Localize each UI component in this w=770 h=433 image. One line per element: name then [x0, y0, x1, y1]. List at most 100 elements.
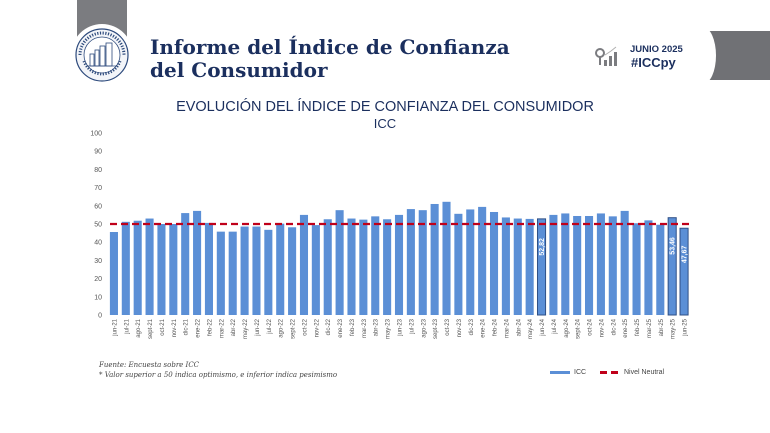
bar-dic-23 — [466, 209, 475, 315]
bar-nov-22 — [311, 225, 320, 315]
x-tick-label: sept-23 — [433, 318, 439, 339]
page-title-line1: Informe del Índice de Confianza — [150, 35, 510, 59]
x-tick-label: ago-24 — [564, 318, 570, 337]
legend-item-neutral: Nivel Neutral — [600, 369, 664, 376]
x-tick-label: abr-25 — [659, 318, 665, 336]
data-label: 52,82 — [539, 238, 546, 256]
bar-ene-25 — [620, 210, 629, 315]
x-tick-label: abr-23 — [374, 318, 380, 336]
bar-sept-22 — [288, 227, 297, 315]
x-tick-label: nov-21 — [172, 318, 178, 337]
bar-jul-22 — [264, 229, 273, 315]
x-tick-label: sept-22 — [291, 318, 297, 339]
x-tick-label: nov-23 — [457, 318, 463, 337]
report-date: JUNIO 2025 — [630, 44, 683, 55]
header-decoration-cutout — [690, 27, 716, 84]
x-tick-label: nov-24 — [599, 318, 605, 337]
x-tick-label: jul-22 — [267, 318, 273, 334]
x-tick-label: jun-25 — [683, 318, 689, 336]
x-tick-label: sept-24 — [576, 318, 582, 339]
bar-may-23 — [383, 219, 392, 315]
x-tick-label: dic-23 — [469, 318, 475, 335]
bank-seal-icon — [75, 28, 129, 82]
legend-swatch-icc — [550, 371, 570, 374]
legend-label-icc: ICC — [574, 369, 587, 376]
bar-may-25 — [667, 217, 677, 316]
y-tick-label: 100 — [90, 131, 102, 138]
x-tick-label: dic-22 — [326, 318, 332, 335]
bar-mar-22 — [216, 231, 225, 315]
y-tick-label: 40 — [94, 240, 102, 247]
bar-jul-23 — [406, 209, 415, 315]
x-tick-label: ene-24 — [481, 318, 487, 337]
x-tick-label: mar-25 — [647, 318, 653, 338]
footer-note: * Valor superior a 50 indica optimismo, … — [99, 371, 338, 379]
page-title-line2: del Consumidor — [150, 58, 328, 82]
x-tick-label: dic-21 — [184, 318, 190, 335]
x-tick-label: may-25 — [671, 318, 677, 339]
x-tick-label: ago-23 — [421, 318, 427, 337]
footer-notes: Fuente: Encuesta sobre ICC * Valor super… — [99, 360, 337, 380]
bar-may-24 — [525, 218, 534, 315]
bar-ago-24 — [561, 213, 570, 315]
x-tick-label: mar-24 — [504, 318, 510, 338]
x-tick-label: abr-22 — [231, 318, 237, 336]
bar-jun-24 — [536, 218, 547, 316]
y-tick-label: 30 — [94, 258, 102, 265]
x-tick-label: may-24 — [528, 318, 534, 339]
x-tick-label: may-23 — [386, 318, 392, 339]
y-tick-label: 10 — [94, 294, 102, 301]
x-tick-label: mar-22 — [219, 318, 225, 338]
bar-jun-22 — [252, 226, 261, 315]
x-tick-label: dic-24 — [611, 318, 617, 335]
data-label: 47,67 — [682, 245, 689, 263]
x-tick-label: feb-22 — [207, 318, 213, 336]
bar-abr-22 — [228, 231, 237, 315]
bar-oct-23 — [442, 201, 451, 315]
x-tick-label: nov-22 — [314, 318, 320, 337]
bar-sept-23 — [430, 203, 439, 315]
x-tick-label: feb-25 — [635, 318, 641, 336]
chart-subtitle: ICC — [373, 116, 397, 131]
x-tick-label: abr-24 — [516, 318, 522, 336]
x-tick-label: feb-23 — [350, 318, 356, 336]
x-tick-label: ene-23 — [338, 318, 344, 337]
bar-mar-25 — [644, 220, 653, 315]
bar-dic-21 — [181, 213, 190, 315]
bar-mar-23 — [359, 219, 368, 315]
bar-oct-22 — [299, 214, 309, 315]
bar-nov-23 — [454, 213, 463, 315]
page-title: Informe del Índice de Confianza del Cons… — [150, 36, 510, 82]
bar-feb-24 — [489, 211, 499, 315]
x-tick-label: jun-22 — [255, 318, 261, 336]
x-tick-label: feb-24 — [493, 318, 499, 336]
bar-abr-24 — [513, 218, 522, 315]
x-tick-label: ene-25 — [623, 318, 629, 337]
bar-oct-21 — [157, 224, 166, 315]
bar-abr-23 — [371, 216, 380, 315]
x-tick-label: jul-23 — [409, 318, 415, 334]
bar-oct-24 — [585, 215, 594, 315]
x-tick-label: oct-22 — [302, 318, 308, 335]
x-tick-label: ene-22 — [196, 318, 202, 337]
bar-sept-21 — [145, 218, 154, 315]
y-tick-label: 80 — [94, 167, 102, 174]
x-tick-label: oct-24 — [588, 318, 594, 335]
x-tick-label: jun-21 — [112, 318, 118, 336]
x-tick-label: sept-21 — [148, 318, 154, 339]
x-tick-label: mar-23 — [362, 318, 368, 338]
y-tick-label: 0 — [98, 313, 102, 320]
legend-swatch-neutral — [600, 371, 620, 374]
logo — [71, 24, 133, 86]
bar-jun-25 — [679, 227, 689, 316]
x-tick-label: oct-23 — [445, 318, 451, 335]
legend-item-icc: ICC — [550, 369, 586, 376]
x-tick-label: jul-21 — [124, 318, 130, 334]
bar-ago-22 — [276, 223, 285, 315]
x-tick-label: jul-24 — [552, 318, 558, 334]
data-label: 53,46 — [670, 237, 677, 255]
bar-nov-24 — [596, 213, 605, 315]
bar-nov-21 — [169, 224, 178, 315]
x-tick-label: ago-21 — [136, 318, 142, 337]
bar-jun-21 — [109, 232, 118, 315]
